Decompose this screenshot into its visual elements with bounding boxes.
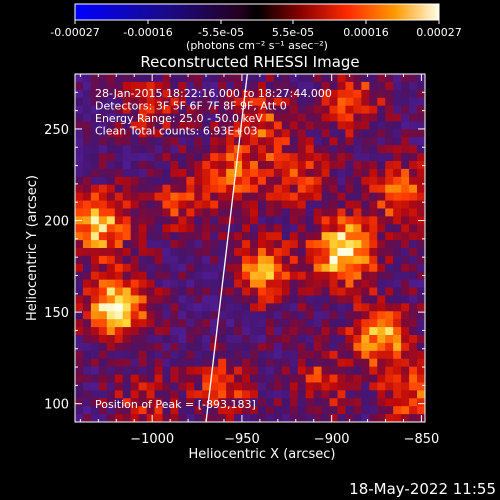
annotation-line: Detectors: 3F 5F 6F 7F 8F 9F, Att 0 <box>95 100 287 113</box>
heatmap-cells <box>75 74 425 422</box>
colorbar-tick-label: -5.5e-05 <box>198 26 244 39</box>
y-tick-label: 150 <box>44 306 69 321</box>
x-axis-label: Heliocentric X (arcsec) <box>189 447 336 462</box>
y-tick-label: 250 <box>44 123 69 138</box>
y-axis-label: Heliocentric Y (arcsec) <box>25 175 40 321</box>
peak-position-label: Position of Peak = [-893,183] <box>95 398 256 411</box>
axis-ticks: −1000 −950 −900 −850 100 150 200 250 <box>44 73 440 447</box>
plot-area <box>75 74 425 422</box>
annotation-line: 28-Jan-2015 18:22:16.000 to 18:27:44.000 <box>95 87 332 100</box>
x-tick-label: −900 <box>314 432 350 447</box>
colorbar <box>74 3 440 21</box>
y-tick-label: 100 <box>44 398 69 413</box>
colorbar-tick-label: -0.00016 <box>123 26 172 39</box>
colorbar-tick-label: 5.5e-05 <box>272 26 314 39</box>
annotation-line: Energy Range: 25.0 - 50.0 keV <box>95 112 263 125</box>
annotation-block: 28-Jan-2015 18:22:16.000 to 18:27:44.000… <box>95 87 332 138</box>
colorbar-tick-label: 0.00027 <box>416 26 462 39</box>
colorbar-tick-label: 0.00016 <box>343 26 389 39</box>
x-tick-label: −850 <box>404 432 440 447</box>
plot-frame <box>74 73 426 423</box>
x-tick-label: −950 <box>224 432 260 447</box>
timestamp: 18-May-2022 11:55 <box>349 480 496 498</box>
colorbar-ticks: -0.00027 -0.00016 -5.5e-05 5.5e-05 0.00016 0.… <box>50 20 462 39</box>
chart-title: Reconstructed RHESSI Image <box>140 53 359 71</box>
colorbar-tick-label: -0.00027 <box>50 26 99 39</box>
solar-limb-line <box>205 74 248 422</box>
y-tick-label: 200 <box>44 215 69 230</box>
x-tick-label: −1000 <box>130 432 174 447</box>
colorbar-unit-label: (photons cm⁻² s⁻¹ asec⁻²) <box>186 39 328 52</box>
annotation-line: Clean Total counts: 6.93E+03 <box>95 125 258 138</box>
